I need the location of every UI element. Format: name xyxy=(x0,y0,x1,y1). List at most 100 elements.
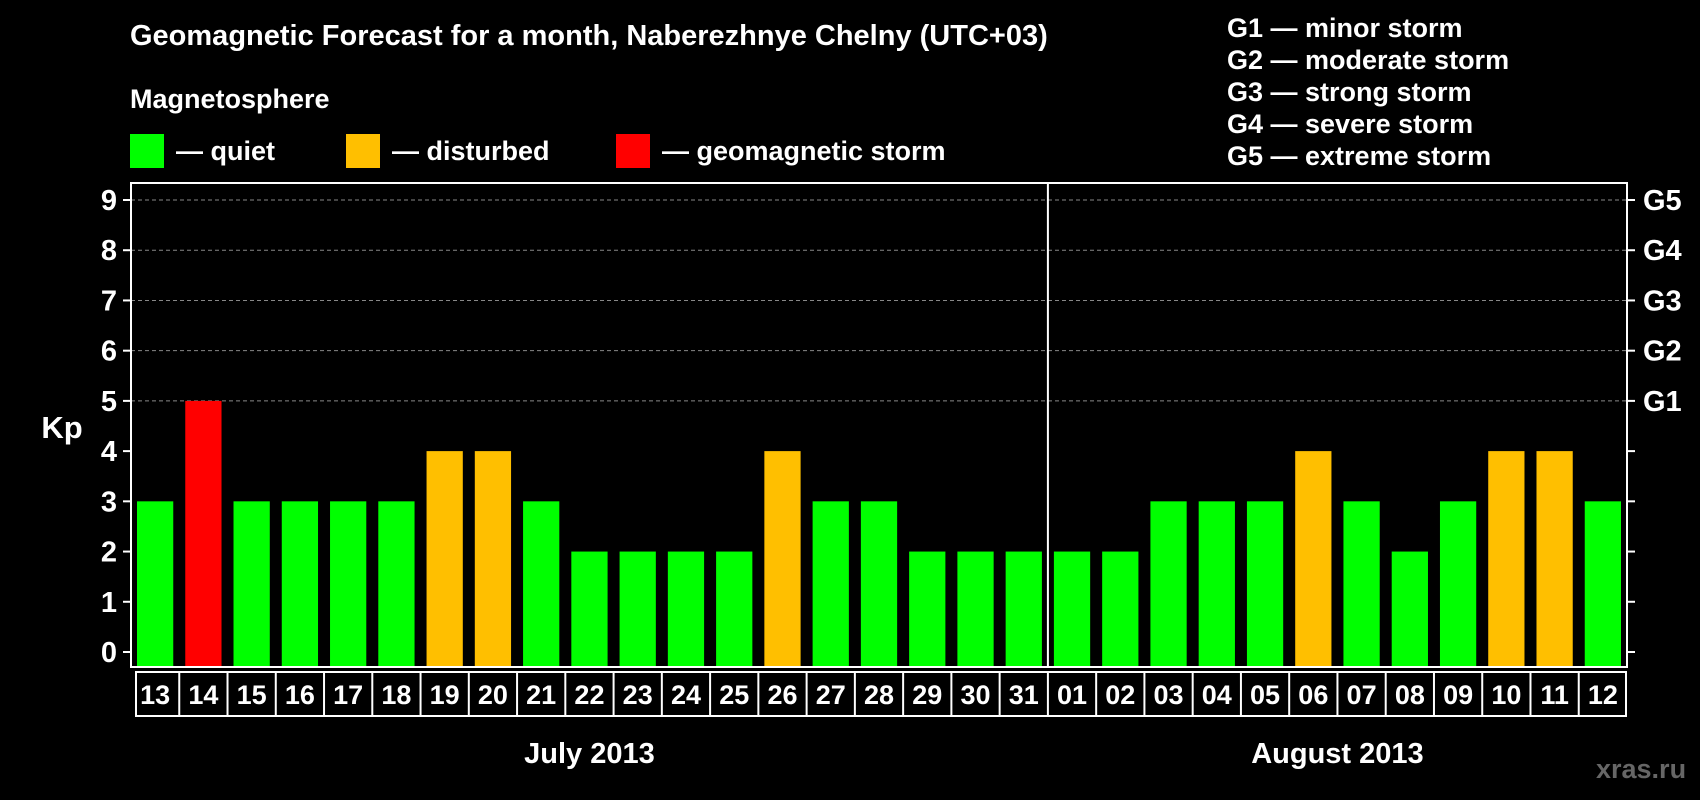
x-tick-label-19-6: 19 xyxy=(430,680,460,710)
legend-quiet-label: — quiet xyxy=(176,135,275,166)
x-tick-label-07-25: 07 xyxy=(1347,680,1377,710)
x-tick-label-17-4: 17 xyxy=(333,680,363,710)
right-axis-label-G2: G2 xyxy=(1643,336,1682,368)
scale-item-g4: G4 — severe storm xyxy=(1227,109,1474,139)
bar-16 xyxy=(909,551,946,667)
plot-frame xyxy=(130,182,1628,668)
bar-7 xyxy=(474,451,512,667)
x-tick-label-08-26: 08 xyxy=(1395,680,1425,710)
legend-disturbed: — disturbed xyxy=(346,134,550,168)
y-tick-label-4: 4 xyxy=(101,436,117,468)
x-tick-label-24-11: 24 xyxy=(671,680,701,710)
legend-quiet: — quiet xyxy=(130,134,275,168)
x-tick-label-25-12: 25 xyxy=(719,680,749,710)
chart-title: Geomagnetic Forecast for a month, Nabere… xyxy=(130,20,1048,52)
bar-21 xyxy=(1150,501,1187,667)
right-axis-label-G5: G5 xyxy=(1643,185,1682,217)
bar-13 xyxy=(764,451,801,667)
y-tick-label-1: 1 xyxy=(101,587,117,619)
bar-17 xyxy=(957,551,994,667)
bar-6 xyxy=(426,451,463,667)
bar-4 xyxy=(330,501,367,667)
legend-quiet-swatch xyxy=(130,134,164,168)
scale-item-g5: G5 — extreme storm xyxy=(1227,141,1492,171)
y-tick-label-0: 0 xyxy=(101,637,117,669)
bar-8 xyxy=(523,501,560,667)
y-tick-label-6: 6 xyxy=(101,336,117,368)
x-tick-label-29-16: 29 xyxy=(912,680,942,710)
chart-subtitle: Magnetosphere xyxy=(130,84,330,114)
bar-15 xyxy=(860,501,898,667)
x-tick-label-13-0: 13 xyxy=(140,680,170,710)
bar-20 xyxy=(1102,551,1139,667)
legend-disturbed-label: — disturbed xyxy=(392,135,550,166)
x-tick-label-04-22: 04 xyxy=(1202,680,1232,710)
bar-27 xyxy=(1439,501,1477,667)
month-label-1: August 2013 xyxy=(1251,738,1423,770)
x-tick-label-27-14: 27 xyxy=(816,680,846,710)
y-tick-label-8: 8 xyxy=(101,235,117,267)
bar-18 xyxy=(1005,551,1042,667)
bar-19 xyxy=(1053,551,1091,667)
watermark: xras.ru xyxy=(1596,754,1687,784)
right-axis-label-G4: G4 xyxy=(1643,235,1682,267)
bar-25 xyxy=(1343,501,1380,667)
bar-30 xyxy=(1584,501,1621,667)
x-tick-label-01-19: 01 xyxy=(1057,680,1087,710)
legend-storm: — geomagnetic storm xyxy=(616,134,946,168)
x-tick-label-18-5: 18 xyxy=(381,680,411,710)
x-tick-label-09-27: 09 xyxy=(1443,680,1473,710)
y-tick-label-7: 7 xyxy=(101,285,117,317)
bar-23 xyxy=(1246,501,1284,667)
y-axis-label: Kp xyxy=(41,410,82,445)
scale-item-g3: G3 — strong storm xyxy=(1227,77,1472,107)
bar-10 xyxy=(619,551,656,667)
x-tick-label-21-8: 21 xyxy=(526,680,556,710)
y-tick-label-3: 3 xyxy=(101,486,117,518)
storm-scale-legend: G1 — minor storm G2 — moderate storm G3 … xyxy=(1227,12,1509,172)
bar-5 xyxy=(378,501,415,667)
bar-1 xyxy=(185,400,222,667)
right-axis-label-G3: G3 xyxy=(1643,285,1682,317)
bar-14 xyxy=(812,501,849,667)
bar-12 xyxy=(716,551,753,667)
x-tick-label-20-7: 20 xyxy=(478,680,508,710)
x-tick-label-26-13: 26 xyxy=(767,680,797,710)
bar-26 xyxy=(1391,551,1428,667)
right-axis-label-G1: G1 xyxy=(1643,386,1682,418)
bar-0 xyxy=(137,501,174,667)
x-tick-label-16-3: 16 xyxy=(285,680,315,710)
y-tick-label-2: 2 xyxy=(101,537,117,569)
x-tick-label-28-15: 28 xyxy=(864,680,894,710)
x-tick-label-31-18: 31 xyxy=(1009,680,1039,710)
bar-28 xyxy=(1488,451,1525,667)
x-tick-label-30-17: 30 xyxy=(960,680,990,710)
x-tick-label-02-20: 02 xyxy=(1105,680,1135,710)
x-tick-label-11-29: 11 xyxy=(1540,680,1569,710)
bar-3 xyxy=(281,501,319,667)
legend-disturbed-swatch xyxy=(346,134,380,168)
bar-24 xyxy=(1295,451,1332,667)
legend-storm-swatch xyxy=(616,134,650,168)
bar-22 xyxy=(1198,501,1235,667)
month-label-0: July 2013 xyxy=(524,738,655,770)
legend-storm-label: — geomagnetic storm xyxy=(662,135,946,166)
x-tick-label-15-2: 15 xyxy=(237,680,267,710)
scale-item-g1: G1 — minor storm xyxy=(1227,13,1463,43)
x-tick-label-05-23: 05 xyxy=(1250,680,1280,710)
bar-29 xyxy=(1536,451,1573,667)
scale-item-g2: G2 — moderate storm xyxy=(1227,45,1510,75)
x-tick-label-12-30: 12 xyxy=(1588,680,1618,710)
bar-9 xyxy=(571,551,608,667)
x-label-strip xyxy=(135,671,1627,717)
x-tick-label-10-28: 10 xyxy=(1491,680,1521,710)
y-tick-label-5: 5 xyxy=(101,386,117,418)
x-tick-label-22-9: 22 xyxy=(574,680,604,710)
bar-2 xyxy=(233,501,270,667)
x-tick-label-14-1: 14 xyxy=(188,680,218,710)
x-tick-label-23-10: 23 xyxy=(623,680,653,710)
x-tick-label-06-24: 06 xyxy=(1298,680,1328,710)
y-tick-label-9: 9 xyxy=(101,185,117,217)
x-tick-label-03-21: 03 xyxy=(1154,680,1184,710)
